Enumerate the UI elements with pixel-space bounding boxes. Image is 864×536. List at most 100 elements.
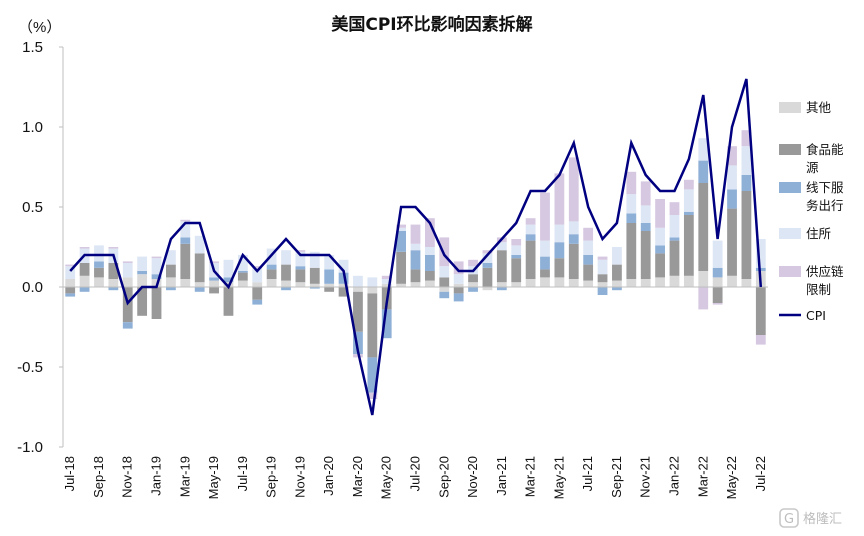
bar-segment-供应链限制 [410, 224, 421, 244]
bar-segment-线下服务出行 [166, 287, 176, 291]
bar-segment-线下服务出行 [65, 293, 76, 297]
bar-segment-供应链限制 [698, 287, 709, 310]
bar-segment-其他 [194, 282, 205, 287]
legend-label: 限制 [806, 282, 831, 297]
bar-segment-住所 [496, 242, 507, 251]
y-tick-label: -0.5 [17, 359, 43, 376]
bar-segment-供应链限制 [683, 179, 694, 190]
bar-segment-住所 [568, 221, 579, 235]
y-tick-label: 0.5 [22, 199, 43, 216]
bar-segment-其他 [482, 287, 493, 291]
legend-label: 其他 [806, 100, 832, 115]
bar-segment-供应链限制 [468, 259, 478, 267]
x-tick-label: Sep-21 [609, 456, 624, 498]
bar-segment-供应链限制 [655, 199, 665, 228]
bar-segment-其他 [554, 277, 565, 287]
y-axis-unit-label: （%） [18, 19, 61, 36]
bar-segment-供应链限制 [151, 256, 162, 259]
bar-segment-住所 [295, 251, 306, 267]
bar-segment-住所 [554, 224, 565, 243]
bar-segment-线下服务出行 [79, 287, 90, 292]
bar-segment-供应链限制 [727, 146, 737, 166]
bar-segment-住所 [540, 240, 550, 257]
legend-label: 供应链 [806, 264, 844, 279]
bar-segment-线下服务出行 [209, 277, 219, 281]
bar-segment-其他 [367, 287, 378, 294]
x-tick-label: Sep-19 [264, 456, 279, 498]
bar-segment-食品能源 [367, 293, 378, 358]
bar-segment-其他 [137, 274, 148, 287]
chart-title: 美国CPI环比影响因素拆解 [331, 14, 532, 35]
y-tick-label: 1.5 [22, 39, 43, 56]
bar-segment-食品能源 [223, 287, 234, 316]
x-tick-label: Nov-18 [120, 456, 135, 498]
bar-segment-食品能源 [324, 287, 335, 292]
watermark: G 格隆汇 [779, 508, 842, 528]
bar-segment-线下服务出行 [597, 287, 608, 295]
x-tick-label: Nov-20 [465, 456, 480, 498]
bar-segment-食品能源 [597, 274, 608, 283]
bar-segment-住所 [525, 224, 536, 235]
bar-segment-食品能源 [612, 264, 622, 281]
y-tick-label: -1.0 [17, 439, 43, 456]
bar-segment-线下服务出行 [424, 255, 435, 271]
legend-swatch [779, 102, 801, 113]
bar-segment-住所 [237, 255, 248, 271]
bar-segment-其他 [741, 279, 752, 287]
bar-segment-供应链限制 [597, 256, 608, 260]
bar-segment-供应链限制 [209, 261, 219, 263]
cpi-line-layer [69, 78, 763, 416]
bar-segment-其他 [612, 280, 622, 287]
bar-segment-食品能源 [698, 183, 709, 271]
bar-segment-线下服务出行 [453, 293, 464, 302]
bar-segment-线下服务出行 [741, 175, 752, 191]
bar-segment-线下服务出行 [122, 322, 133, 329]
bar-segment-供应链限制 [252, 266, 263, 268]
legend-label: CPI [806, 308, 826, 323]
bar-segment-供应链限制 [108, 247, 119, 249]
bar-segment-其他 [396, 283, 407, 287]
bar-segment-住所 [511, 245, 522, 255]
bar-segment-食品能源 [166, 264, 176, 278]
x-tick-label: Jan-21 [494, 456, 509, 496]
svg-text:G: G [784, 512, 794, 527]
legend-swatch [779, 266, 801, 277]
bar-segment-住所 [137, 256, 148, 271]
bar-segment-线下服务出行 [353, 331, 363, 355]
bar-segment-线下服务出行 [194, 287, 205, 292]
bar-segment-线下服务出行 [367, 357, 378, 393]
bar-segment-住所 [194, 235, 205, 254]
bar-segment-其他 [468, 282, 478, 287]
x-tick-label: Nov-21 [638, 456, 653, 498]
bar-segment-住所 [626, 194, 637, 214]
bar-segment-住所 [151, 258, 162, 275]
bar-segment-其他 [568, 279, 579, 287]
bar-segment-食品能源 [525, 240, 536, 279]
bar-segment-住所 [439, 266, 450, 278]
bar-segment-其他 [309, 283, 320, 287]
bar-segment-供应链限制 [583, 227, 594, 241]
bar-segment-住所 [755, 239, 766, 268]
x-tick-label: Nov-19 [292, 456, 307, 498]
bar-segment-食品能源 [396, 251, 407, 284]
bar-segment-供应链限制 [122, 261, 133, 263]
bar-segment-食品能源 [209, 287, 219, 294]
bar-segment-住所 [180, 221, 191, 238]
bar-segment-线下服务出行 [655, 245, 665, 254]
bar-segment-线下服务出行 [554, 242, 565, 259]
bar-segment-线下服务出行 [295, 266, 306, 270]
bar-segment-线下服务出行 [439, 291, 450, 299]
bar-segment-供应链限制 [554, 173, 565, 225]
bar-segment-供应链限制 [669, 202, 680, 215]
bar-segment-食品能源 [424, 271, 435, 281]
x-tick-label: May-22 [724, 456, 739, 499]
legend-item-shelter: 住所 [779, 226, 831, 241]
bar-segment-其他 [669, 275, 680, 287]
bar-segment-住所 [453, 274, 464, 284]
bar-segment-住所 [410, 243, 421, 251]
bar-segment-住所 [583, 240, 594, 255]
legend-swatch [779, 144, 801, 155]
bar-segment-线下服务出行 [151, 274, 162, 279]
bar-segment-食品能源 [338, 287, 349, 297]
